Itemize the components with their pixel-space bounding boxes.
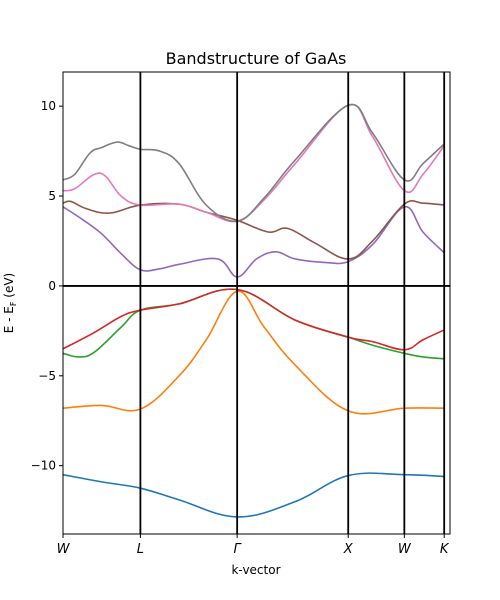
- chart-title: Bandstructure of GaAs: [166, 49, 347, 68]
- x-tick-label-1: W: [57, 542, 71, 557]
- y-tick-label-5: −10: [31, 459, 56, 473]
- x-axis-label: k-vector: [231, 563, 280, 577]
- y-axis-ticks: 10 5 0 −5 −10: [31, 99, 63, 473]
- band-2-line: [62, 290, 445, 415]
- x-tick-label-4: X: [343, 542, 354, 557]
- x-tick-label-5: W: [398, 542, 412, 557]
- y-axis-label-main: E - E: [2, 306, 16, 333]
- y-axis-label-subscript: F: [9, 301, 18, 306]
- band-6-line: [62, 200, 445, 260]
- y-axis-label-unit: (eV): [2, 273, 16, 302]
- band-1-line: [62, 472, 445, 518]
- y-tick-label-4: −5: [38, 369, 56, 383]
- kpoint-lines-layer: [139, 72, 446, 534]
- y-tick-label-3: 0: [48, 279, 56, 293]
- plot-frame: [62, 71, 451, 535]
- band-3-line: [62, 288, 445, 360]
- band-7-line: [62, 103, 445, 223]
- x-tick-label-2: L: [137, 542, 144, 557]
- x-tick-label-6: K: [440, 542, 450, 557]
- band-series-layer: [62, 103, 445, 518]
- y-tick-label-2: 5: [48, 189, 56, 203]
- band-8-line: [62, 103, 445, 223]
- x-tick-label-3: Γ: [234, 542, 243, 557]
- band-5-line: [62, 206, 445, 278]
- band-4-line: [62, 288, 445, 351]
- y-tick-label-1: 10: [41, 99, 56, 113]
- y-axis-label: E - EF (eV): [2, 273, 18, 334]
